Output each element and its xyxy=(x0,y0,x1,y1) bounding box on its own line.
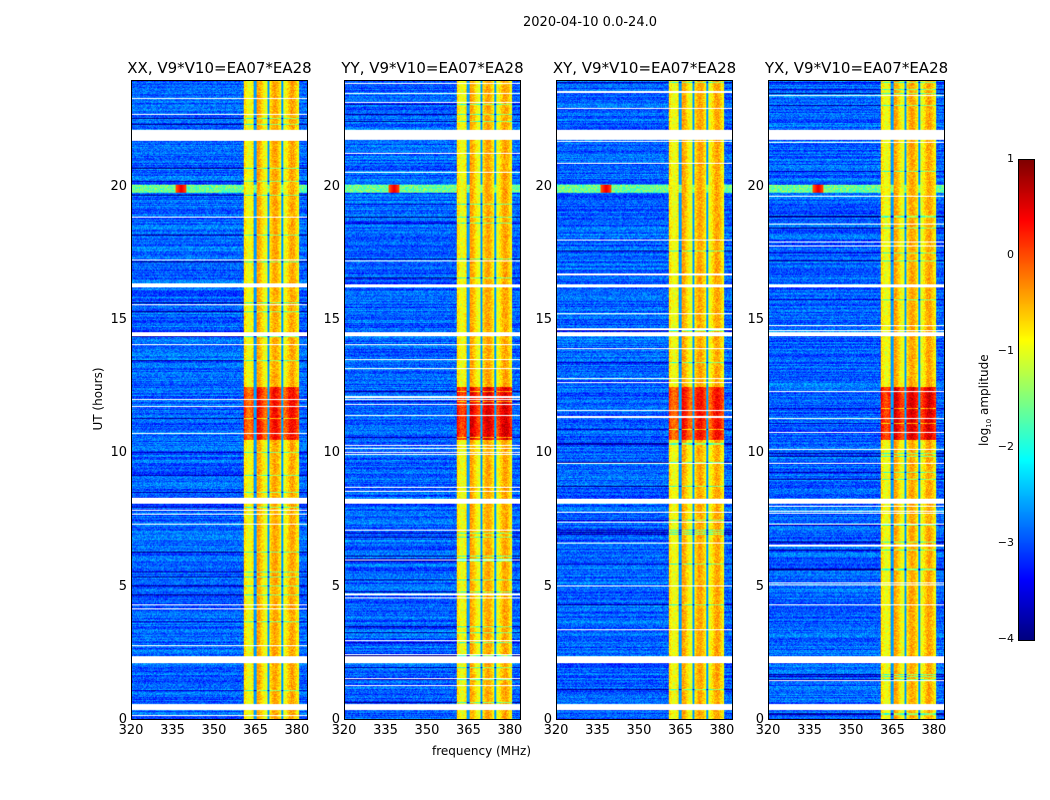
x-tick-label: 350 xyxy=(414,723,440,738)
x-tick-label: 320 xyxy=(331,723,357,738)
x-axis-label: frequency (MHz) xyxy=(432,744,532,758)
y-tick-label: 10 xyxy=(323,445,340,461)
waterfall-heatmap-yx xyxy=(768,80,945,720)
x-tick-label: 380 xyxy=(709,723,735,738)
y-tick-label: 0 xyxy=(118,712,127,727)
y-tick-label: 20 xyxy=(747,178,764,194)
y-tick-label: 20 xyxy=(110,178,127,194)
x-tick-label: 335 xyxy=(373,723,398,738)
x-tick-label: 365 xyxy=(668,723,693,738)
y-tick-label: 5 xyxy=(543,578,552,594)
y-tick-label: 10 xyxy=(535,445,552,461)
x-tick-label: 335 xyxy=(585,723,610,738)
y-tick-label: 20 xyxy=(535,178,552,194)
x-tick-label: 365 xyxy=(243,723,268,738)
y-tick-label: 0 xyxy=(755,712,764,727)
figure-title: 2020-04-10 0.0-24.0 xyxy=(523,15,657,30)
y-tick-label: 10 xyxy=(747,445,764,461)
x-tick-label: 350 xyxy=(626,723,652,738)
x-tick-label: 350 xyxy=(838,723,864,738)
y-tick-label: 5 xyxy=(331,578,340,594)
y-tick-label: 0 xyxy=(331,712,340,727)
y-tick-label: 5 xyxy=(118,578,127,594)
y-tick-label: 10 xyxy=(110,445,127,461)
colorbar-tick-label: 0 xyxy=(1007,248,1014,261)
waterfall-heatmap-yy xyxy=(344,80,521,720)
waterfall-heatmap-xx xyxy=(131,80,308,720)
panel-title-yy: YY, V9*V10=EA07*EA28 xyxy=(341,59,524,77)
x-tick-label: 335 xyxy=(160,723,185,738)
x-tick-label: 350 xyxy=(201,723,227,738)
colorbar xyxy=(1018,159,1035,641)
colorbar-tick-label: 1 xyxy=(1007,152,1014,165)
y-tick-label: 0 xyxy=(543,712,552,727)
colorbar-tick-label: −2 xyxy=(997,440,1014,453)
y-tick-label: 15 xyxy=(535,312,552,327)
y-tick-label: 15 xyxy=(110,312,127,327)
y-tick-label: 15 xyxy=(747,312,764,327)
x-tick-label: 365 xyxy=(880,723,905,738)
colorbar-tick-label: −4 xyxy=(997,632,1014,645)
y-tick-label: 5 xyxy=(755,578,764,594)
x-tick-label: 380 xyxy=(284,723,310,738)
y-axis-label: UT (hours) xyxy=(91,367,105,431)
x-tick-label: 320 xyxy=(755,723,781,738)
colorbar-tick-label: −1 xyxy=(997,344,1014,357)
waterfall-heatmap-xy xyxy=(556,80,733,720)
colorbar-tick-label: −3 xyxy=(997,536,1014,549)
x-tick-label: 380 xyxy=(921,723,947,738)
panel-title-xx: XX, V9*V10=EA07*EA28 xyxy=(127,59,312,77)
x-tick-label: 335 xyxy=(797,723,822,738)
x-tick-label: 365 xyxy=(456,723,481,738)
panel-title-xy: XY, V9*V10=EA07*EA28 xyxy=(552,59,737,77)
panel-title-yx: YX, V9*V10=EA07*EA28 xyxy=(764,59,949,77)
colorbar-label: log10 amplitude xyxy=(976,354,994,447)
x-tick-label: 320 xyxy=(543,723,569,738)
y-tick-label: 15 xyxy=(323,312,340,327)
x-tick-label: 380 xyxy=(497,723,523,738)
x-tick-label: 320 xyxy=(118,723,144,738)
y-tick-label: 20 xyxy=(323,178,340,194)
